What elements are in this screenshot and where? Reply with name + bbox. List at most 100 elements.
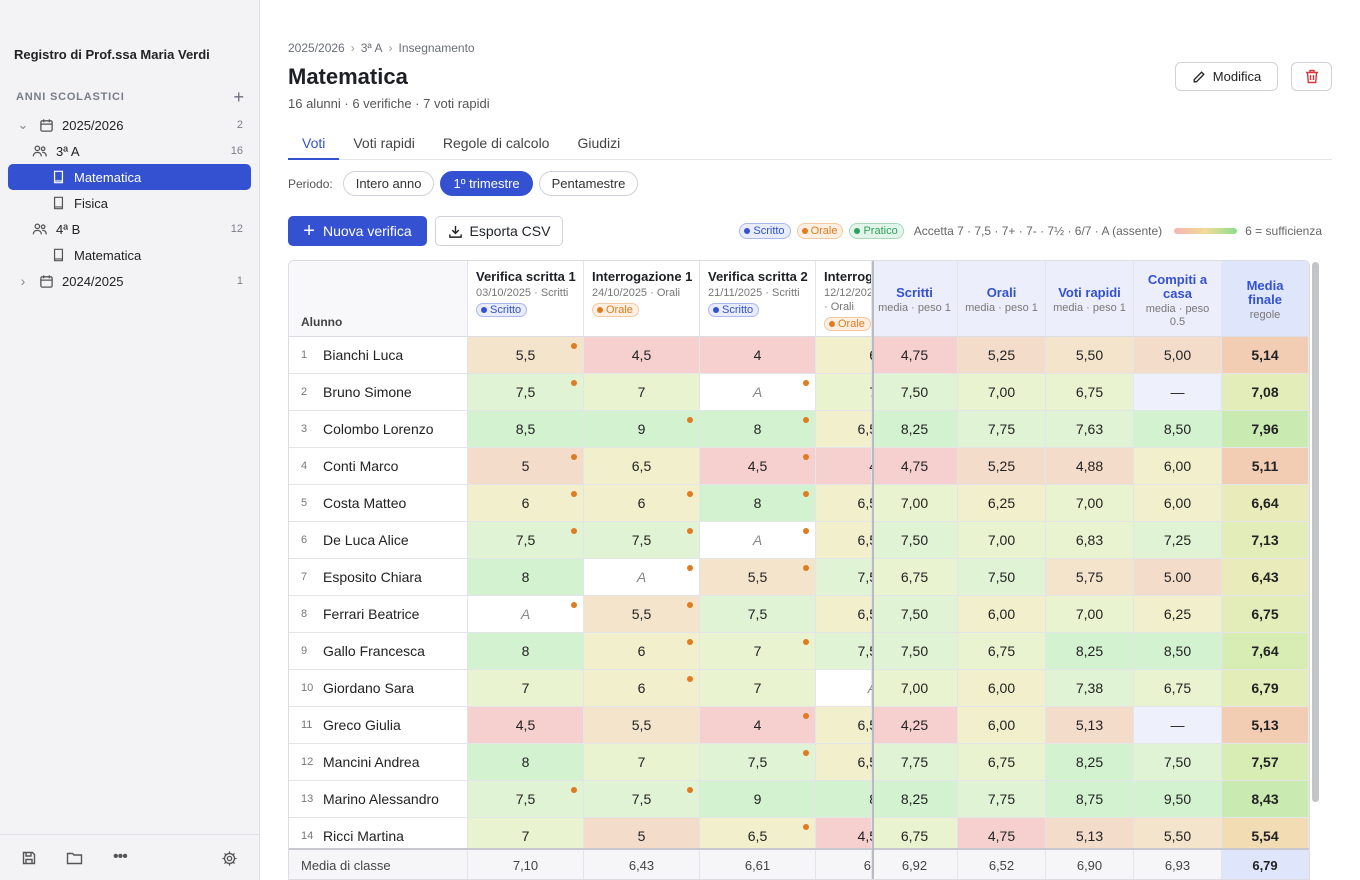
student-name-cell[interactable]: 8 Ferrari Beatrice (289, 596, 468, 633)
student-name-cell[interactable]: 9 Gallo Francesca (289, 633, 468, 670)
save-icon[interactable] (21, 850, 37, 871)
folder-icon[interactable] (66, 850, 83, 871)
grade-cell[interactable]: 9 (584, 411, 700, 448)
assessment-header[interactable]: Interrogazione 1 24/10/2025 · Orali Orale (584, 261, 700, 337)
grade-cell[interactable]: A (700, 522, 816, 559)
grade-cell[interactable]: 4 (700, 337, 816, 374)
aggregate-header[interactable]: Compiti a casa media · peso 0.5 (1134, 261, 1222, 337)
assessment-header[interactable]: Interrogazione 2 12/12/2025 · Orali Orale (816, 261, 872, 337)
grade-cell[interactable]: 5,5 (584, 707, 700, 744)
grade-cell[interactable]: 7,5 (468, 781, 584, 818)
student-name-cell[interactable]: 11 Greco Giulia (289, 707, 468, 744)
grade-cell[interactable]: 6,5 (584, 448, 700, 485)
grade-cell[interactable]: 7,5 (700, 744, 816, 781)
grade-cell[interactable]: 4,5 (700, 448, 816, 485)
tree-item-subject[interactable]: Matematica (8, 242, 251, 268)
tab-3[interactable]: Giudizi (577, 135, 621, 151)
grade-cell[interactable]: 5,5 (468, 337, 584, 374)
grade-cell[interactable]: 6,5 (816, 596, 877, 633)
grade-cell[interactable]: 5,5 (700, 559, 816, 596)
grade-cell[interactable]: 7 (700, 670, 816, 707)
aggregate-header[interactable]: Media finale regole (1222, 261, 1309, 337)
period-option[interactable]: 1º trimestre (440, 171, 533, 196)
grade-cell[interactable]: 7 (584, 744, 700, 781)
assessment-header[interactable]: Verifica scritta 1 03/10/2025 · Scritti Sc… (468, 261, 584, 337)
tab-1[interactable]: Voti rapidi (353, 135, 415, 151)
settings-icon[interactable] (221, 850, 238, 872)
breadcrumb-class[interactable]: 3ª A (360, 41, 383, 55)
grade-cell[interactable]: 8 (816, 781, 877, 818)
tree-item-year[interactable]: › 2024/2025 1 (8, 268, 251, 294)
tree-item-subject[interactable]: Fisica (8, 190, 251, 216)
grade-cell[interactable]: 6,5 (816, 411, 877, 448)
period-option[interactable]: Intero anno (342, 171, 435, 196)
grade-cell[interactable]: 7 (584, 374, 700, 411)
tree-item-class[interactable]: 4ª B 12 (8, 216, 251, 242)
add-year-icon[interactable]: + (233, 87, 244, 107)
grade-cell[interactable]: 7 (468, 670, 584, 707)
aggregate-header[interactable]: Scritti media · peso 1 (872, 261, 958, 337)
student-name-cell[interactable]: 6 De Luca Alice (289, 522, 468, 559)
grade-cell[interactable]: 4 (700, 707, 816, 744)
student-name-cell[interactable]: 3 Colombo Lorenzo (289, 411, 468, 448)
grade-cell[interactable]: 7,5 (584, 522, 700, 559)
grade-cell[interactable]: 7,5 (816, 633, 877, 670)
grade-cell[interactable]: 9 (700, 781, 816, 818)
tree-item-year[interactable]: ⌄ 2025/2026 2 (8, 112, 251, 138)
student-name-cell[interactable]: 5 Costa Matteo (289, 485, 468, 522)
tree-item-class[interactable]: 3ª A 16 (8, 138, 251, 164)
breadcrumb-year[interactable]: 2025/2026 (288, 41, 345, 55)
grade-cell[interactable]: 6,5 (816, 522, 877, 559)
grade-cell[interactable]: 4 (816, 448, 877, 485)
chevron-down-icon[interactable]: ⌄ (17, 117, 29, 132)
grade-cell[interactable]: 5,5 (584, 596, 700, 633)
tab-2[interactable]: Regole di calcolo (442, 135, 550, 151)
grade-cell[interactable]: 7 (816, 374, 877, 411)
grade-cell[interactable]: 6 (584, 633, 700, 670)
tree-item-subject[interactable]: Matematica (8, 164, 251, 190)
student-name-cell[interactable]: 13 Marino Alessandro (289, 781, 468, 818)
assessment-header[interactable]: Verifica scritta 2 21/11/2025 · Scritti Sc… (700, 261, 816, 337)
student-name-cell[interactable]: 7 Esposito Chiara (289, 559, 468, 596)
grade-cell[interactable]: 8 (468, 744, 584, 781)
grade-cell[interactable]: 7,5 (700, 596, 816, 633)
tab-0[interactable]: Voti (288, 128, 340, 160)
grade-cell[interactable]: 8,5 (468, 411, 584, 448)
table-scrollbar[interactable] (1312, 262, 1319, 802)
student-name-cell[interactable]: 2 Bruno Simone (289, 374, 468, 411)
grade-cell[interactable]: 7,5 (468, 374, 584, 411)
aggregate-header[interactable]: Voti rapidi media · peso 1 (1046, 261, 1134, 337)
grade-cell[interactable]: A (700, 374, 816, 411)
student-name-cell[interactable]: 4 Conti Marco (289, 448, 468, 485)
grade-cell[interactable]: A (816, 670, 877, 707)
grade-cell[interactable]: 6,5 (816, 707, 877, 744)
grade-cell[interactable]: 8 (468, 559, 584, 596)
grade-cell[interactable]: 4,5 (468, 707, 584, 744)
new-assessment-button[interactable]: + Nuova verifica (288, 216, 427, 246)
grade-cell[interactable]: 6 (584, 670, 700, 707)
aggregate-header[interactable]: Orali media · peso 1 (958, 261, 1046, 337)
export-csv-button[interactable]: Esporta CSV (435, 216, 563, 246)
grade-cell[interactable]: 6,5 (816, 485, 877, 522)
edit-button[interactable]: Modifica (1175, 62, 1278, 91)
grade-cell[interactable]: 4,5 (584, 337, 700, 374)
student-column-header[interactable]: Alunno (289, 261, 468, 337)
grade-cell[interactable]: 6,5 (816, 744, 877, 781)
grade-cell[interactable]: 7 (700, 633, 816, 670)
grade-cell[interactable]: A (584, 559, 700, 596)
grade-cell[interactable]: 6 (584, 485, 700, 522)
period-option[interactable]: Pentamestre (538, 171, 639, 196)
grade-cell[interactable]: 7,5 (468, 522, 584, 559)
more-icon[interactable]: ••• (113, 848, 128, 865)
grade-cell[interactable]: 8 (700, 411, 816, 448)
chevron-right-icon[interactable]: › (20, 273, 26, 289)
grade-cell[interactable]: 6 (468, 485, 584, 522)
delete-button[interactable] (1291, 62, 1332, 91)
student-name-cell[interactable]: 12 Mancini Andrea (289, 744, 468, 781)
student-name-cell[interactable]: 10 Giordano Sara (289, 670, 468, 707)
grade-cell[interactable]: 8 (468, 633, 584, 670)
grade-cell[interactable]: 7,5 (816, 559, 877, 596)
grade-cell[interactable]: 5 (468, 448, 584, 485)
grade-cell[interactable]: A (468, 596, 584, 633)
student-name-cell[interactable]: 1 Bianchi Luca (289, 337, 468, 374)
